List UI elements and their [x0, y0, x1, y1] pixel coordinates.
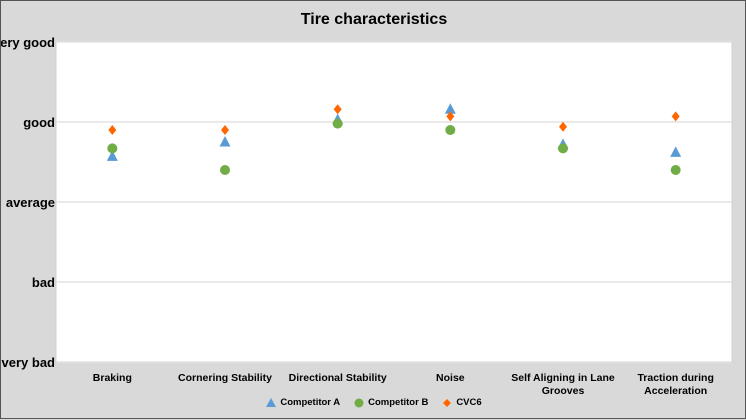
x-tick-label: Cornering Stability [178, 372, 272, 384]
legend-triangle-icon [266, 397, 277, 407]
legend-label: Competitor A [280, 397, 341, 408]
legend-entry: Competitor A [266, 397, 340, 408]
data-point-competitor-b [107, 143, 118, 154]
legend-entry: CVC6 [442, 397, 482, 408]
y-tick-label: bad [32, 275, 55, 290]
data-point-cvc6 [221, 125, 229, 135]
y-tick-label: good [23, 115, 55, 130]
x-tick-label: Directional Stability [289, 372, 387, 384]
legend-label: CVC6 [456, 397, 482, 408]
x-tick-label: Traction during Acceleration [637, 372, 713, 397]
data-point-competitor-b [220, 165, 230, 175]
data-point-cvc6 [671, 111, 680, 122]
x-tick-label: Self Aligning in Lane Grooves [511, 372, 615, 397]
data-point-competitor-b [332, 118, 343, 129]
y-tick-label: very bad [2, 355, 56, 370]
data-point-competitor-a [106, 150, 118, 161]
legend-circle-icon [354, 398, 364, 407]
legend-label: Competitor B [368, 397, 429, 408]
x-tick-label: Braking [93, 372, 132, 384]
data-point-competitor-b [445, 125, 456, 135]
data-point-cvc6 [108, 125, 117, 135]
data-point-competitor-a [670, 146, 682, 157]
data-point-competitor-b [670, 165, 681, 175]
data-point-cvc6 [333, 104, 342, 115]
data-point-cvc6 [446, 111, 455, 122]
chart-title: Tire characteristics [300, 11, 448, 28]
legend-diamond-icon [443, 398, 452, 407]
y-tick-label: average [6, 195, 55, 210]
data-point-competitor-a [444, 103, 456, 114]
y-tick-label: very good [1, 35, 55, 50]
x-tick-label: Noise [436, 372, 465, 384]
data-point-competitor-b [558, 143, 568, 154]
legend: Competitor A Competitor B CVC6 [1, 397, 746, 408]
data-point-cvc6 [559, 121, 567, 132]
legend-entry: Competitor B [354, 397, 428, 408]
data-point-competitor-a [219, 136, 231, 147]
